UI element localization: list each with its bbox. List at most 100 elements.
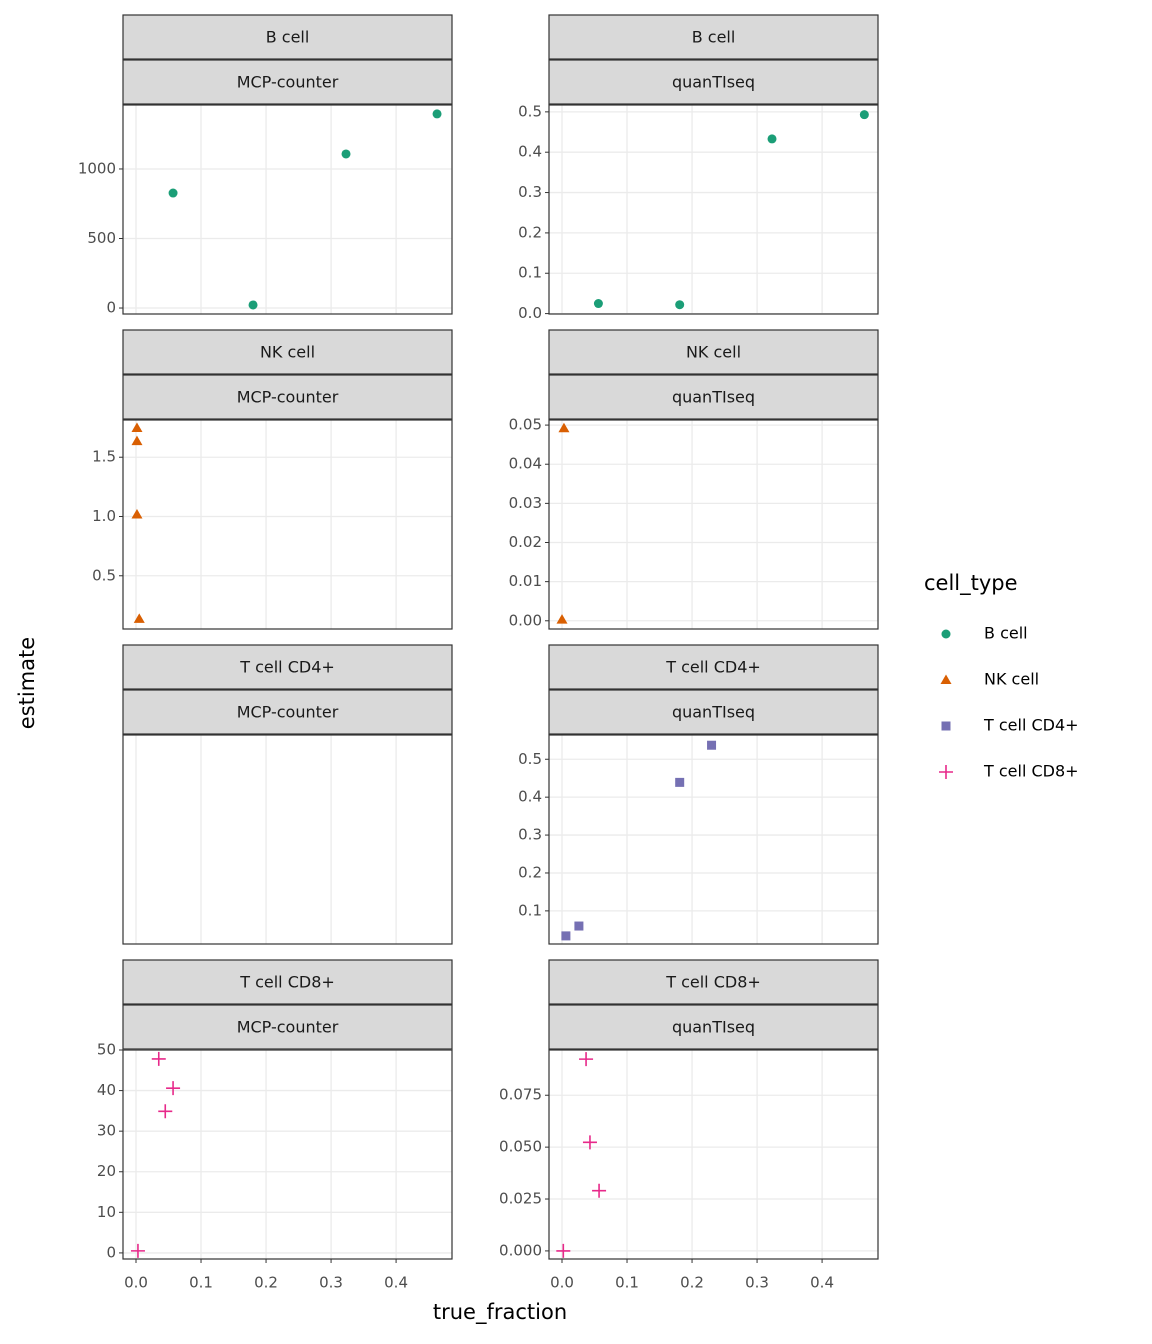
strip	[122, 1004, 453, 1050]
y-tick-label: 0.2	[518, 863, 542, 881]
strip	[122, 59, 453, 105]
y-tick-label: 20	[97, 1162, 116, 1180]
x-tick-label: 0.0	[550, 1274, 574, 1292]
point	[558, 422, 570, 433]
point	[592, 1183, 607, 1198]
legend-title: cell_type	[924, 571, 1018, 596]
panel-border	[122, 1049, 453, 1260]
y-tick-label: 0	[106, 1243, 116, 1261]
point	[130, 1243, 145, 1258]
legend-label: NK cell	[984, 670, 1039, 689]
x-tick-label: 0.2	[680, 1274, 704, 1292]
panel-border	[548, 104, 879, 315]
strip	[122, 959, 453, 1005]
x-tick-label: 0.4	[810, 1274, 834, 1292]
point	[582, 1135, 597, 1150]
strip-label: T cell CD8+	[239, 973, 335, 992]
panel-border	[122, 419, 453, 630]
panel-border	[548, 1049, 879, 1260]
y-tick-label: 0.025	[499, 1190, 542, 1208]
panel-border	[548, 734, 879, 945]
y-tick-label: 500	[87, 229, 116, 247]
point	[341, 149, 351, 159]
y-tick-label: 0.1	[518, 901, 542, 919]
point	[767, 134, 777, 144]
legend-marker	[941, 721, 951, 731]
strip	[548, 59, 879, 105]
y-tick-label: 0.2	[518, 223, 542, 241]
strip-label: B cell	[692, 28, 736, 47]
strip-label: B cell	[266, 28, 310, 47]
point	[432, 109, 442, 119]
strip-label: T cell CD4+	[239, 658, 335, 677]
panel-border	[122, 104, 453, 315]
point	[859, 110, 869, 120]
strip	[548, 689, 879, 735]
point	[158, 1104, 173, 1119]
point	[131, 422, 143, 433]
strip	[548, 329, 879, 375]
strip	[548, 644, 879, 690]
y-tick-label: 0.5	[92, 566, 116, 584]
x-tick-label: 0.3	[745, 1274, 769, 1292]
x-tick-label: 0.1	[615, 1274, 639, 1292]
y-tick-label: 1.0	[92, 507, 116, 525]
point	[168, 188, 178, 198]
panel-background	[123, 420, 452, 629]
legend-marker	[940, 674, 952, 684]
legend-marker	[941, 629, 951, 639]
point	[593, 299, 603, 309]
point	[675, 777, 685, 787]
y-tick-label: 40	[97, 1081, 116, 1099]
x-tick-label: 0.1	[189, 1274, 213, 1292]
point	[579, 1052, 594, 1067]
strip-label: quanTIseq	[672, 1018, 755, 1037]
panel-background	[123, 1050, 452, 1259]
legend-label: T cell CD8+	[983, 762, 1079, 781]
strip-label: T cell CD8+	[665, 973, 761, 992]
y-tick-label: 0.5	[518, 102, 542, 120]
legend-marker	[939, 765, 953, 779]
point	[556, 614, 568, 624]
y-tick-label: 30	[97, 1122, 116, 1140]
y-tick-label: 0.5	[518, 750, 542, 768]
strip	[548, 1004, 879, 1050]
point	[131, 435, 143, 446]
x-tick-label: 0.2	[254, 1274, 278, 1292]
y-tick-label: 0.050	[499, 1138, 542, 1156]
strip-label: MCP-counter	[237, 388, 339, 407]
point	[166, 1081, 181, 1096]
strip-label: MCP-counter	[237, 1018, 339, 1037]
y-tick-label: 0.04	[509, 455, 542, 473]
panel-background	[549, 1050, 878, 1259]
strip	[122, 14, 453, 60]
x-tick-label: 0.4	[384, 1274, 408, 1292]
point	[131, 508, 143, 519]
strip	[548, 374, 879, 420]
strip	[122, 689, 453, 735]
y-tick-label: 0.0	[518, 304, 542, 322]
legend-label: T cell CD4+	[983, 716, 1079, 735]
y-tick-label: 0.4	[518, 788, 542, 806]
strip	[122, 329, 453, 375]
y-tick-label: 0.1	[518, 264, 542, 282]
y-tick-label: 0.000	[499, 1241, 542, 1259]
x-tick-label: 0.0	[124, 1274, 148, 1292]
y-axis-title: estimate	[15, 637, 39, 729]
point	[248, 300, 258, 310]
strip-label: quanTIseq	[672, 388, 755, 407]
strip-label: quanTIseq	[672, 703, 755, 722]
strip-label: MCP-counter	[237, 73, 339, 92]
strip-label: MCP-counter	[237, 703, 339, 722]
panel-background	[549, 420, 878, 629]
legend-label: B cell	[984, 624, 1028, 643]
strip-label: NK cell	[686, 343, 741, 362]
point	[707, 740, 717, 750]
point	[561, 931, 571, 941]
strip-label: T cell CD4+	[665, 658, 761, 677]
point	[151, 1051, 166, 1066]
strip	[548, 14, 879, 60]
y-tick-label: 0.01	[509, 572, 542, 590]
strip	[548, 959, 879, 1005]
